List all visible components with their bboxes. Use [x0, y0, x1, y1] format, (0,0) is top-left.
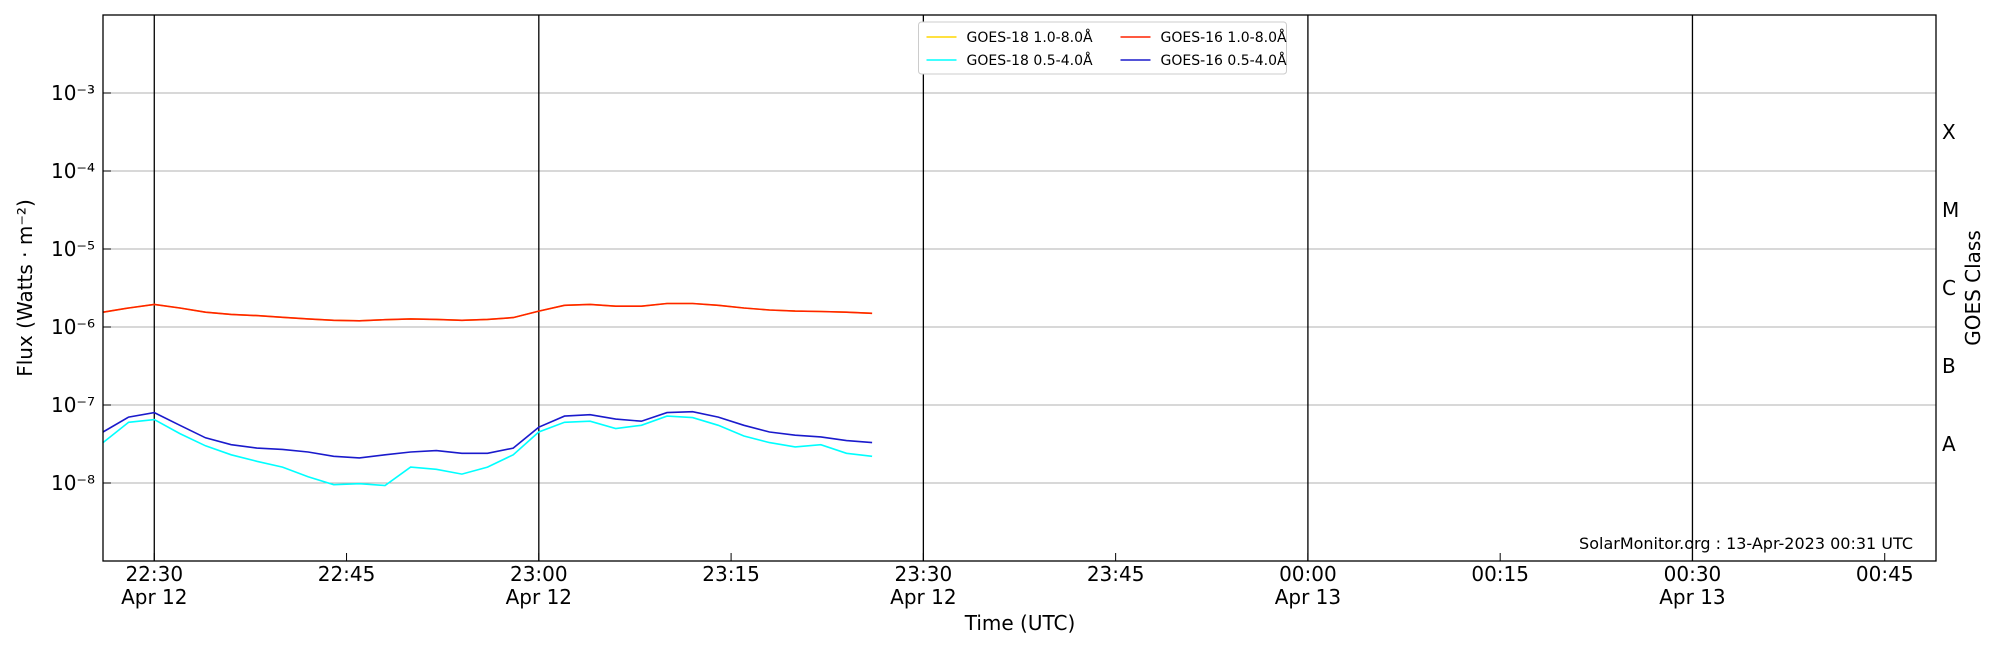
x-tick-label: 23:00	[510, 562, 568, 586]
y2-tick-label: B	[1942, 354, 1956, 378]
series-line	[102, 415, 873, 487]
x-tick-label: 23:15	[702, 562, 760, 586]
y-axis-label: Flux (Watts · m⁻²)	[13, 199, 37, 377]
x-tick-label: 00:45	[1856, 562, 1914, 586]
y-tick-label: 10⁻⁶	[51, 315, 95, 339]
y2-tick-label: M	[1942, 198, 1959, 222]
legend-label: GOES-16 1.0-8.0Å	[1161, 29, 1287, 46]
y2-tick-label: X	[1942, 120, 1956, 144]
x-tick-label: Apr 12	[121, 585, 187, 609]
series-line	[102, 410, 873, 459]
legend-label: GOES-18 1.0-8.0Å	[967, 29, 1093, 46]
x-tick-label: Apr 13	[1659, 585, 1725, 609]
x-tick-label: 00:00	[1279, 562, 1337, 586]
plot-frame	[102, 14, 1937, 562]
y2-tick-label: C	[1942, 276, 1956, 300]
legend-label: GOES-16 0.5-4.0Å	[1161, 52, 1287, 69]
y2-tick-label: A	[1942, 432, 1956, 456]
series-line	[102, 302, 873, 322]
y-tick-label: 10⁻⁵	[51, 237, 95, 261]
x-tick-label: 00:30	[1664, 562, 1722, 586]
x-tick-label: 23:30	[895, 562, 953, 586]
y-tick-label: 10⁻⁸	[51, 471, 95, 495]
y2-axis-label: GOES Class	[1961, 230, 1985, 346]
y-tick-label: 10⁻⁷	[51, 393, 95, 417]
x-tick-label: 22:30	[125, 562, 183, 586]
y-tick-label: 10⁻³	[51, 81, 95, 105]
x-tick-label: Apr 12	[890, 585, 956, 609]
annotation: SolarMonitor.org : 13-Apr-2023 00:31 UTC	[1579, 534, 1913, 553]
x-tick-label: 00:15	[1471, 562, 1529, 586]
legend-box	[918, 21, 1287, 75]
x-tick-label: Apr 13	[1275, 585, 1341, 609]
legend-label: GOES-18 0.5-4.0Å	[967, 52, 1093, 69]
y-tick-label: 10⁻⁴	[51, 159, 95, 183]
x-axis-label: Time (UTC)	[964, 611, 1076, 635]
x-tick-label: 22:45	[318, 562, 376, 586]
series-line	[102, 302, 873, 322]
x-tick-label: 23:45	[1087, 562, 1145, 586]
x-tick-label: Apr 12	[506, 585, 572, 609]
